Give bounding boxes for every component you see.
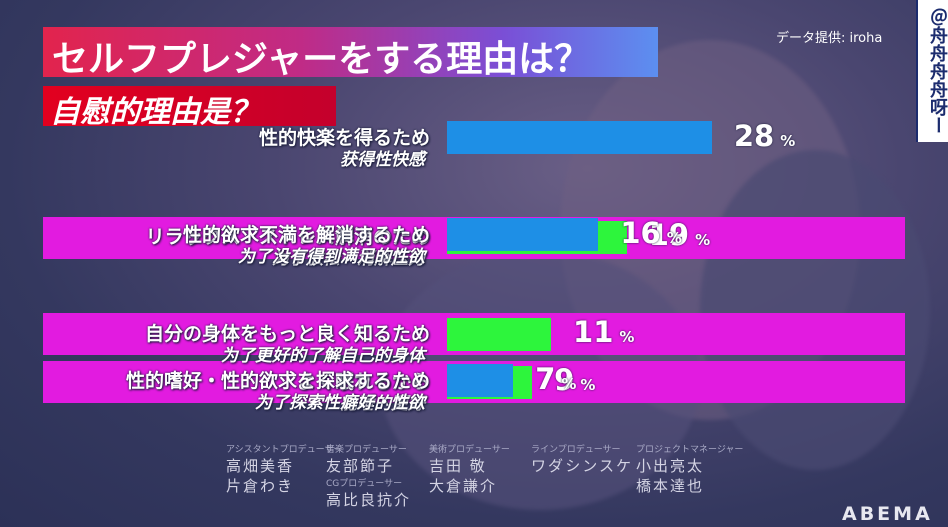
credit-role: 音楽プロデューサー bbox=[326, 445, 407, 455]
data-source-note: データ提供: iroha bbox=[776, 31, 883, 46]
credit-role: CGプロデューサー bbox=[326, 479, 403, 489]
credit-name: 大倉謙介 bbox=[429, 477, 498, 495]
value-label: 19% bbox=[649, 218, 710, 252]
credit-name: 片倉わき bbox=[226, 477, 295, 495]
subtitle-banner bbox=[43, 86, 336, 126]
credit-name: 吉田 敬 bbox=[429, 457, 487, 475]
value-label: 11% bbox=[573, 315, 634, 349]
credit-name: 橋本達也 bbox=[636, 477, 705, 495]
credit-role: ラインプロデューサー bbox=[531, 445, 621, 455]
chart-title: セルフプレジャーをする理由は？ bbox=[52, 39, 591, 80]
value-unit: % bbox=[580, 376, 596, 395]
value-number: 9 bbox=[554, 363, 575, 398]
credit-role: アシスタントプロデューサー bbox=[226, 445, 343, 455]
bar bbox=[447, 121, 712, 154]
credit-name: 小出亮太 bbox=[636, 457, 705, 475]
credit-role: プロジェクトマネージャー bbox=[636, 445, 744, 455]
category-translation: 为了放松・消解压力 bbox=[272, 248, 425, 269]
category-label: 性的欲求不満を解消するため bbox=[182, 224, 430, 247]
value-number: 16 bbox=[620, 216, 661, 251]
value-number: 11 bbox=[573, 314, 614, 349]
value-unit: % bbox=[780, 132, 796, 150]
category-translation: 获得性快感 bbox=[340, 150, 425, 170]
title-banner bbox=[43, 27, 658, 77]
category-label: 自分の身体をもっと良く知るため bbox=[144, 322, 430, 345]
chart-subtitle: 自慰的理由是？ bbox=[50, 95, 260, 130]
value-label: 16% bbox=[620, 216, 681, 250]
category-translation: 为了探索性癖好・性欲 bbox=[255, 393, 425, 413]
credit-name: 高比良抗介 bbox=[326, 491, 412, 509]
value-label: 9% bbox=[554, 363, 595, 397]
bar bbox=[447, 218, 599, 252]
category-label: 性的快楽を得るため bbox=[258, 127, 430, 149]
category-translation: 能睡的更好 bbox=[340, 394, 425, 415]
value-label: 7% bbox=[535, 362, 576, 396]
credit-role: 美術プロデューサー bbox=[429, 445, 510, 455]
category-translation: 为了没有得到满足的性欲 bbox=[238, 247, 425, 268]
value-unit: % bbox=[666, 229, 682, 248]
channel-watermark: ＠舟舟舟舟呀ー bbox=[916, 0, 948, 142]
category-label: よく眠れるから bbox=[296, 371, 430, 394]
value-label: 28% bbox=[734, 119, 795, 153]
bar bbox=[447, 317, 552, 351]
value-number: 28 bbox=[733, 119, 775, 153]
credit-name: ワダシンスケ bbox=[531, 457, 634, 475]
value-number: 7 bbox=[535, 362, 556, 396]
value-unit: % bbox=[561, 375, 577, 393]
value-number: 19 bbox=[648, 217, 690, 252]
credit-name: 高畑美香 bbox=[226, 457, 295, 475]
value-unit: % bbox=[619, 327, 635, 346]
background-figure bbox=[700, 150, 930, 470]
category-label: 性的嗜好・性的欲求を探求するため bbox=[125, 370, 430, 392]
category-label: リラックス・ストレス解消のため bbox=[145, 225, 430, 248]
credit-name: 友部節子 bbox=[326, 457, 395, 475]
bar bbox=[447, 364, 514, 397]
category-translation: 为了更好的了解自己的身体 bbox=[221, 345, 425, 366]
value-unit: % bbox=[695, 230, 711, 249]
brand-logo: ABEMA bbox=[842, 503, 933, 525]
